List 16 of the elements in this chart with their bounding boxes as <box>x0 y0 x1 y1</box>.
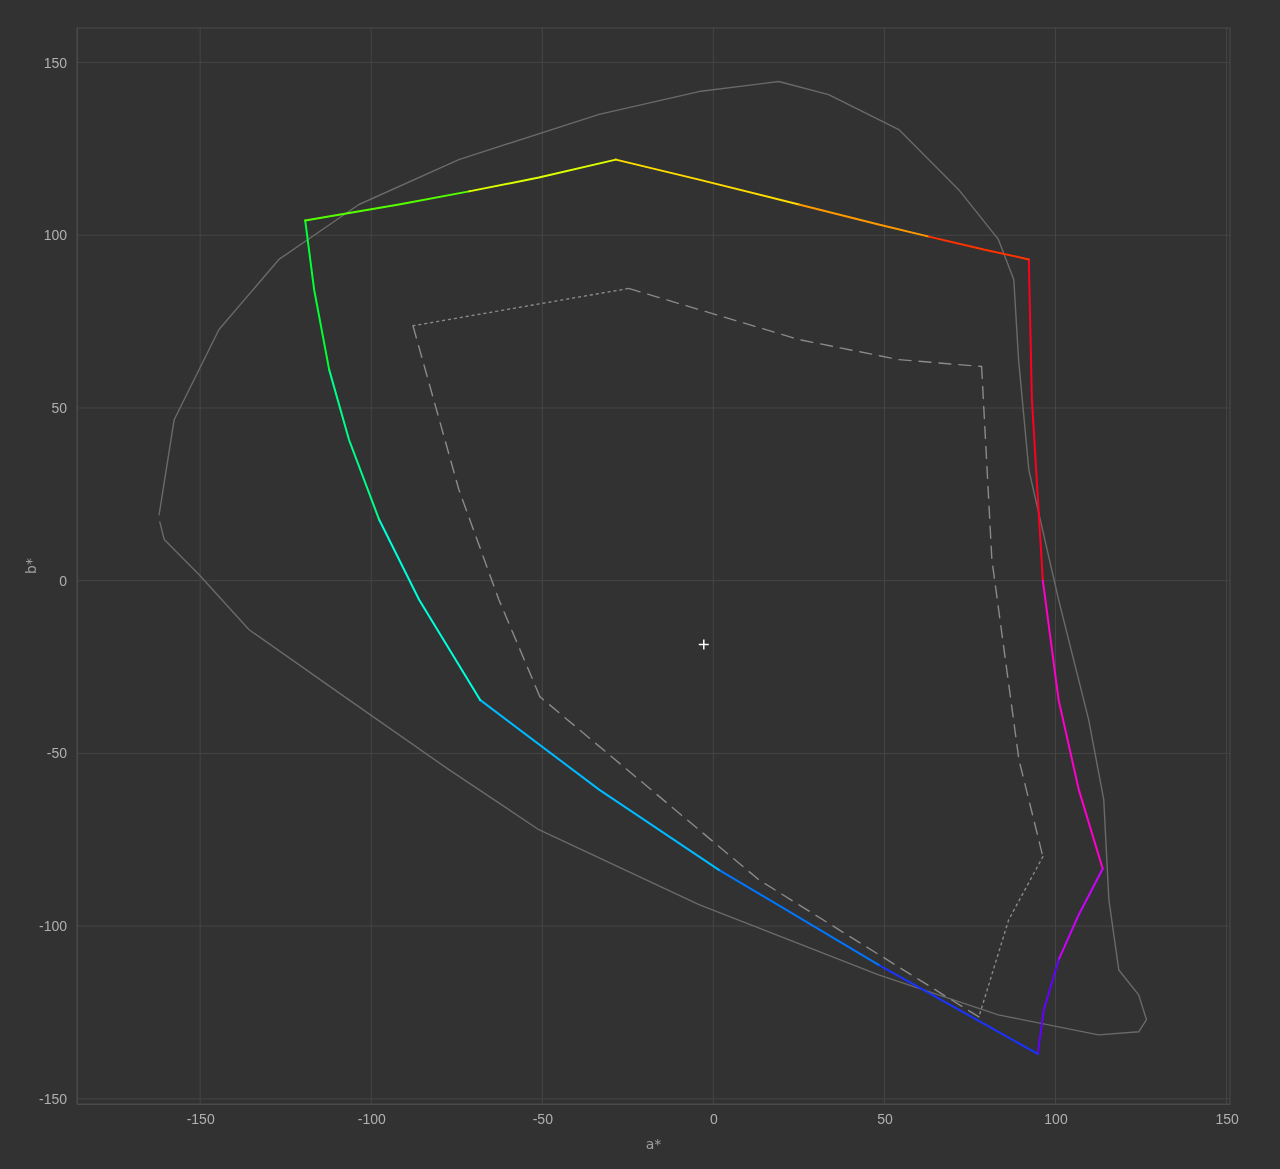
y-tick-label: -50 <box>46 745 68 762</box>
x-tick-label: -150 <box>186 1110 215 1127</box>
y-tick-label: 100 <box>43 227 68 244</box>
y-tick-label: 50 <box>51 399 68 416</box>
y-axis-title: b* <box>23 558 39 574</box>
y-tick-label: 150 <box>43 54 68 71</box>
x-tick-label: 100 <box>1044 1110 1068 1127</box>
x-tick-label: 150 <box>1215 1110 1239 1127</box>
y-tick-label: -150 <box>38 1090 68 1107</box>
y-tick-label: 0 <box>59 572 68 589</box>
x-axis-title: a* <box>645 1136 662 1152</box>
x-tick-label: -100 <box>357 1110 386 1127</box>
x-tick-label: -50 <box>532 1110 554 1127</box>
y-tick-label: -100 <box>38 918 68 935</box>
x-tick-label: 50 <box>877 1110 893 1127</box>
x-tick-label: 0 <box>709 1110 718 1127</box>
